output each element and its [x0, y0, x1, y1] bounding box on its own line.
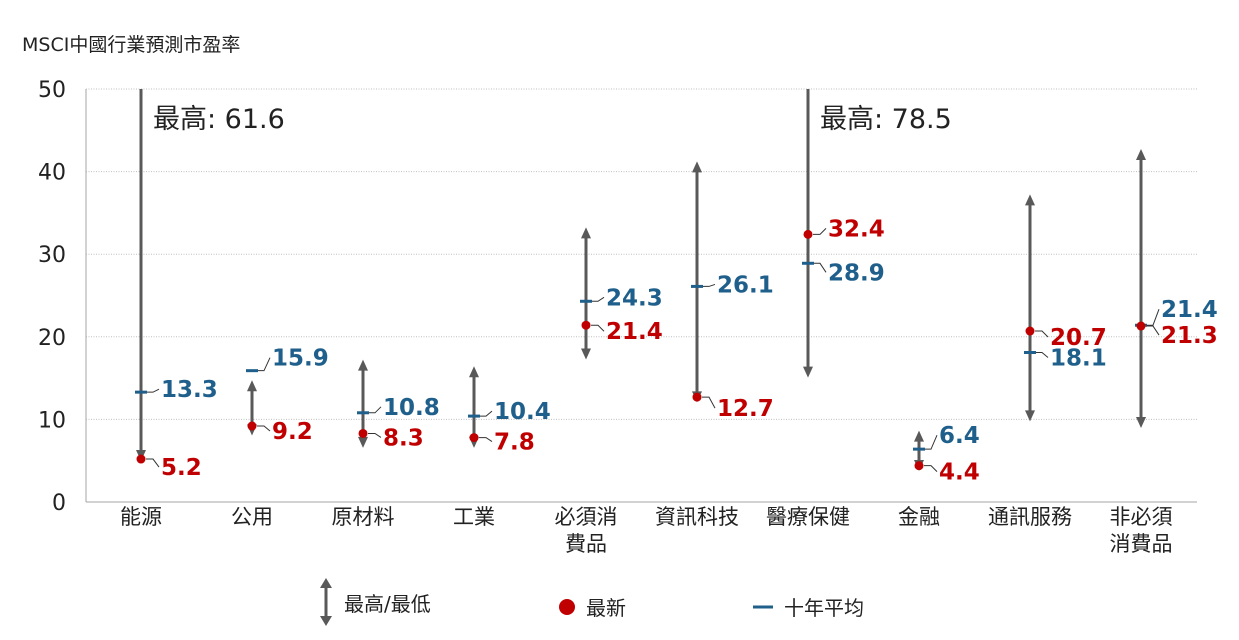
- latest-marker: [1025, 326, 1035, 336]
- latest-leader: [257, 425, 271, 432]
- legend-latest-label: 最新: [586, 596, 626, 620]
- avg-leader: [147, 388, 160, 393]
- latest-marker: [247, 421, 257, 431]
- avg-value-label: 26.1: [717, 272, 774, 298]
- avg-leader: [1036, 351, 1049, 358]
- double-arrow-icon: [320, 578, 332, 626]
- avg-leader: [369, 406, 382, 414]
- latest-value-label: 9.2: [272, 419, 313, 445]
- avg-leader: [925, 434, 938, 450]
- avg-value-label: 21.4: [1161, 297, 1218, 323]
- y-tick-label: 40: [38, 161, 66, 186]
- avg-leader: [258, 357, 271, 372]
- legend-range-label: 最高/最低: [344, 591, 431, 616]
- category-label: 消費品: [1110, 532, 1173, 556]
- latest-leader: [591, 324, 605, 332]
- range-arrow-top: [1136, 148, 1146, 160]
- latest-value-label: 7.8: [494, 430, 535, 456]
- category-label: 金融: [898, 505, 940, 529]
- range-arrow-bottom: [581, 348, 591, 360]
- latest-value-label: 20.7: [1050, 325, 1107, 351]
- latest-leader: [1035, 330, 1049, 338]
- category-label: 能源: [120, 505, 162, 529]
- max-label: 最高: 78.5: [820, 104, 952, 135]
- category-label: 必須消: [555, 505, 618, 529]
- latest-value-label: 8.3: [383, 425, 424, 451]
- category-label: 費品: [565, 532, 607, 556]
- range-arrow-top: [1025, 194, 1035, 206]
- avg-leader: [480, 410, 493, 417]
- latest-marker: [803, 229, 813, 239]
- latest-marker: [136, 454, 146, 464]
- avg-value-label: 10.8: [383, 395, 440, 421]
- category-label: 公用: [231, 505, 273, 529]
- max-label: 最高: 61.6: [153, 104, 285, 135]
- legend-latest: 最新: [558, 592, 626, 621]
- avg-leader: [814, 262, 827, 273]
- category-label: 原材料: [332, 505, 395, 529]
- avg-value-label: 10.4: [494, 399, 551, 425]
- latest-value-label: 5.2: [161, 455, 202, 481]
- latest-value-label: 4.4: [939, 460, 980, 486]
- category-label: 資訊科技: [655, 505, 739, 529]
- y-tick-label: 0: [52, 491, 66, 516]
- legend-avg-label: 十年平均: [784, 596, 864, 620]
- latest-leader: [813, 228, 827, 235]
- legend-avg: 十年平均: [752, 592, 864, 621]
- latest-leader: [924, 465, 938, 473]
- avg-leader: [1147, 309, 1160, 326]
- latest-leader: [146, 458, 160, 468]
- latest-leader: [479, 437, 493, 442]
- legend: 最高/最低 最新 十年平均: [0, 578, 1239, 628]
- range-arrow-top: [358, 359, 368, 371]
- latest-value-label: 21.3: [1161, 323, 1218, 349]
- range-arrow-top: [469, 366, 479, 378]
- avg-leader: [592, 296, 605, 302]
- range-arrow-top: [914, 430, 924, 442]
- range-arrow-bottom: [1136, 417, 1146, 429]
- category-label: 非必須: [1110, 505, 1173, 529]
- latest-value-label: 21.4: [606, 319, 663, 345]
- avg-value-label: 18.1: [1050, 345, 1107, 371]
- avg-value-label: 6.4: [939, 423, 980, 449]
- latest-value-label: 32.4: [828, 216, 885, 242]
- y-tick-label: 10: [38, 408, 66, 433]
- dash-icon: [753, 605, 773, 608]
- category-label: 醫療保健: [766, 505, 850, 529]
- category-label: 工業: [453, 505, 495, 529]
- range-arrow-bottom: [358, 436, 368, 448]
- category-label: 通訊服務: [988, 505, 1072, 529]
- red-dot-icon: [559, 598, 575, 615]
- avg-value-label: 24.3: [606, 285, 663, 311]
- range-arrow-top: [581, 227, 591, 239]
- range-arrow-top: [247, 380, 257, 392]
- latest-value-label: 12.7: [717, 396, 774, 422]
- legend-range: 最高/最低: [318, 578, 431, 626]
- latest-marker: [914, 461, 924, 471]
- avg-leader: [703, 283, 716, 287]
- avg-value-label: 13.3: [161, 377, 218, 403]
- latest-marker: [358, 428, 368, 438]
- latest-marker: [581, 320, 591, 330]
- avg-value-label: 15.9: [272, 346, 329, 372]
- y-tick-label: 20: [38, 326, 66, 351]
- latest-marker: [692, 392, 702, 402]
- latest-marker: [1136, 321, 1146, 331]
- range-arrow-top: [692, 161, 702, 173]
- latest-leader: [1146, 325, 1160, 336]
- range-arrow-bottom: [1025, 410, 1035, 422]
- avg-value-label: 28.9: [828, 260, 885, 286]
- y-tick-label: 50: [38, 78, 66, 103]
- chart-title: MSCI中國行業預測市盈率: [22, 34, 241, 56]
- latest-marker: [469, 433, 479, 443]
- latest-leader: [702, 396, 716, 409]
- range-arrow-bottom: [803, 366, 813, 378]
- latest-leader: [368, 432, 382, 438]
- y-tick-label: 30: [38, 243, 66, 268]
